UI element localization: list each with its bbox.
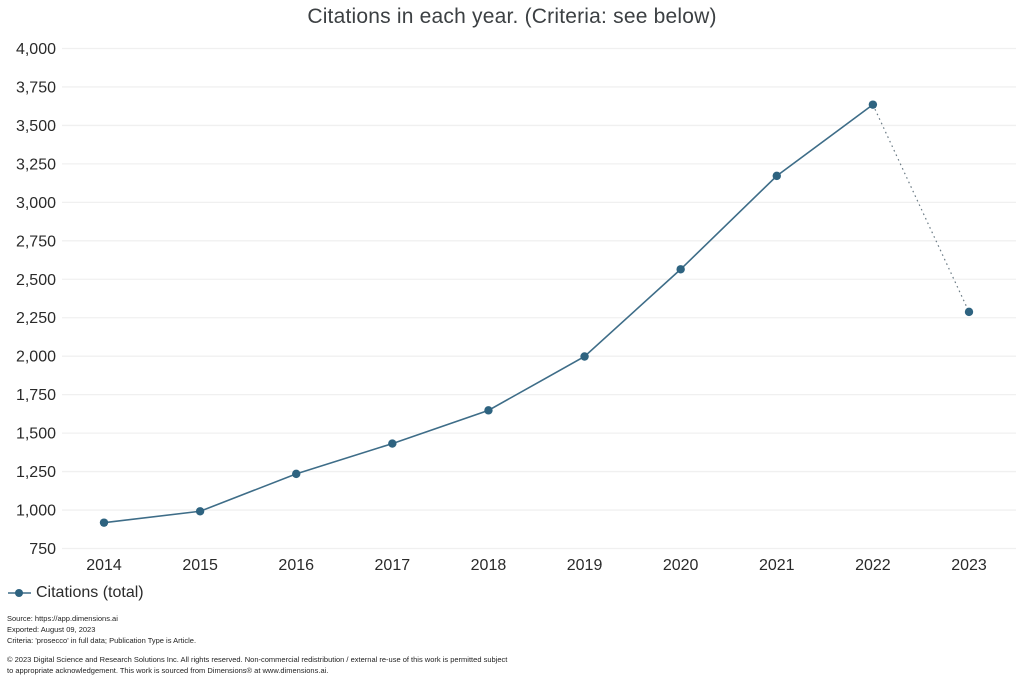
y-gridlines [62, 47, 1016, 550]
citations-line-chart: 750 1,000 1,250 1,500 1,750 2,000 2,250 2,500 2,… [16, 41, 1016, 574]
y-tick-label: 3,500 [16, 118, 56, 135]
data-point [964, 307, 974, 317]
x-tick-label: 2021 [759, 557, 795, 574]
legend-item-citations-total[interactable]: Citations (total) [8, 584, 144, 602]
x-tick-label: 2014 [86, 557, 122, 574]
export-note: Exported: August 09, 2023 [7, 625, 96, 634]
x-axis-labels: 2014 2015 2016 2017 2018 2019 2020 2021 2022 2023 [86, 557, 987, 574]
data-point [868, 100, 878, 109]
data-point [772, 171, 781, 181]
series-line [103, 104, 874, 524]
y-tick-label: 1,000 [16, 503, 56, 520]
y-tick-label: 2,000 [16, 349, 56, 366]
data-points [99, 100, 974, 527]
x-tick-label: 2017 [375, 557, 411, 574]
y-tick-label: 3,250 [16, 156, 56, 173]
y-tick-label: 3,750 [16, 79, 56, 96]
criteria-note: Criteria: 'prosecco' in full data; Publi… [7, 636, 197, 645]
y-tick-label: 750 [29, 541, 56, 558]
y-tick-label: 1,750 [16, 387, 56, 404]
x-tick-label: 2020 [663, 557, 699, 574]
x-tick-label: 2016 [278, 557, 314, 574]
data-point [99, 518, 109, 527]
chart-footnote: Source: https://app.dimensions.ai Export… [7, 613, 196, 646]
x-tick-label: 2015 [182, 557, 218, 574]
chart-title: Citations in each year. (Criteria: see b… [307, 5, 717, 28]
data-point [676, 265, 685, 274]
y-tick-label: 2,250 [16, 310, 56, 327]
x-tick-label: 2022 [855, 557, 891, 574]
data-point [388, 439, 397, 448]
source-note: Source: https://app.dimensions.ai [7, 614, 118, 623]
y-axis-labels: 750 1,000 1,250 1,500 1,750 2,000 2,250 2,500 2,… [16, 41, 56, 558]
x-tick-label: 2018 [471, 557, 507, 574]
data-point [195, 507, 205, 516]
x-tick-label: 2019 [567, 557, 603, 574]
legend-marker-icon [8, 589, 31, 597]
x-tick-label: 2023 [951, 557, 987, 574]
data-point [292, 469, 301, 479]
y-tick-label: 3,000 [16, 195, 56, 212]
series-line-projection [872, 104, 970, 313]
y-tick-label: 1,250 [16, 464, 56, 481]
y-tick-label: 2,500 [16, 272, 56, 289]
y-tick-label: 4,000 [16, 41, 56, 58]
y-tick-label: 1,500 [16, 426, 56, 443]
data-point [580, 352, 589, 361]
copyright-note: © 2023 Digital Science and Research Solu… [7, 655, 508, 675]
y-tick-label: 2,750 [16, 233, 56, 250]
data-point [484, 406, 493, 415]
legend-label: Citations (total) [36, 584, 144, 601]
